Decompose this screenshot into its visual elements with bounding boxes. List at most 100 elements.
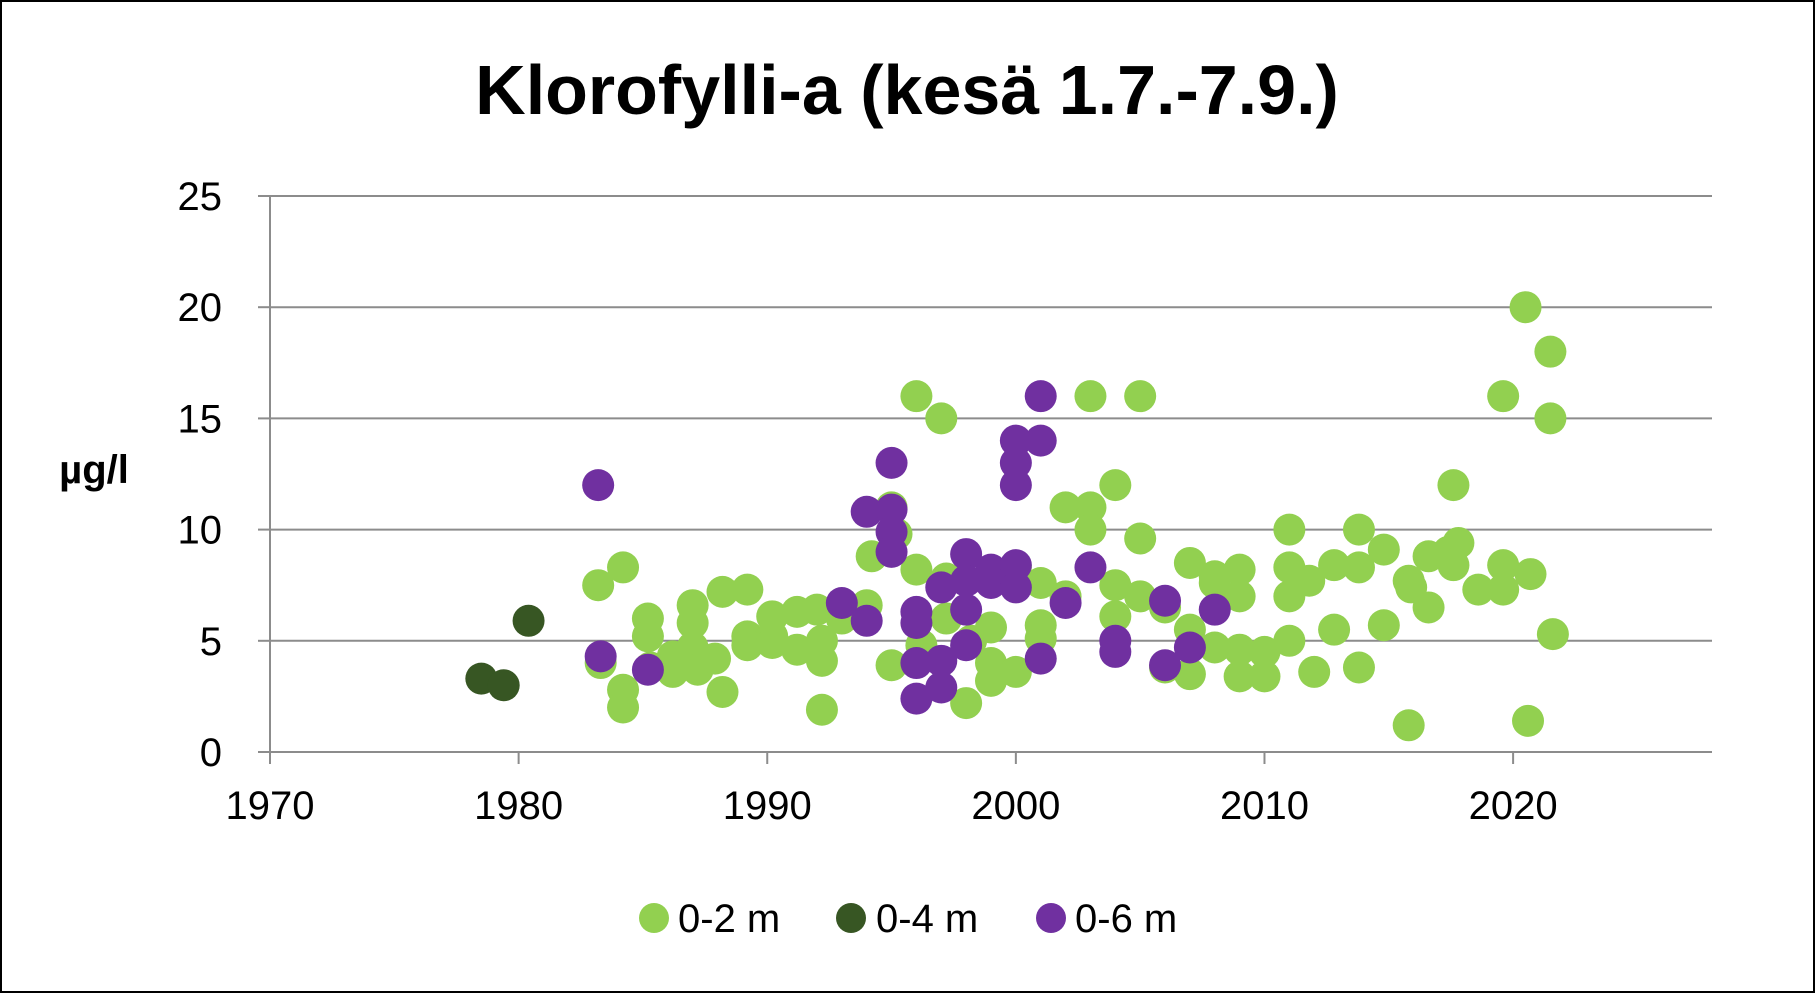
point-0-2-m: [805, 693, 838, 726]
point-0-2-m: [1099, 469, 1132, 502]
point-0-6-m: [925, 644, 958, 677]
point-0-2-m: [1099, 600, 1132, 633]
point-0-2-m: [1173, 546, 1206, 579]
point-0-6-m: [1024, 380, 1057, 413]
y-tick-labels: 0 5 10 15 20 25: [178, 175, 223, 775]
point-0-2-m: [631, 620, 664, 653]
point-0-2-m: [706, 675, 739, 708]
point-0-2-m: [756, 627, 789, 660]
point-0-2-m: [1412, 591, 1445, 624]
point-0-6-m: [999, 549, 1032, 582]
y-axis-label: µg/l: [59, 448, 129, 492]
point-0-6-m: [631, 653, 664, 686]
y-tick-label: 20: [178, 286, 223, 330]
point-0-2-m: [1462, 573, 1495, 606]
point-0-2-m: [1487, 549, 1520, 582]
point-0-6-m: [582, 469, 615, 502]
y-tick-label: 0: [200, 731, 222, 775]
x-tick-label: 2010: [1220, 784, 1309, 828]
point-0-2-m: [1273, 513, 1306, 546]
point-0-2-m: [1536, 618, 1569, 651]
point-0-2-m: [1298, 655, 1331, 688]
point-0-2-m: [1099, 569, 1132, 602]
point-0-2-m: [781, 633, 814, 666]
point-0-2-m: [1318, 613, 1351, 646]
legend-label-0-4-m: 0-4 m: [876, 897, 978, 941]
x-tick-label: 2000: [971, 784, 1060, 828]
point-0-2-m: [1124, 522, 1157, 555]
x-tick-labels: 1970 1980 1990 2000 2010 2020: [226, 784, 1558, 828]
point-0-6-m: [999, 469, 1032, 502]
point-0-6-m: [584, 640, 617, 673]
data-points: [465, 291, 1569, 742]
point-0-2-m: [925, 402, 958, 435]
point-0-2-m: [706, 575, 739, 608]
point-0-2-m: [731, 573, 764, 606]
point-0-2-m: [1223, 580, 1256, 613]
point-0-2-m: [1534, 335, 1567, 368]
point-0-2-m: [1509, 291, 1542, 324]
legend: 0-2 m 0-4 m 0-6 m: [639, 897, 1177, 941]
point-0-2-m: [1198, 566, 1231, 599]
point-0-2-m: [1173, 658, 1206, 691]
point-0-2-m: [1223, 633, 1256, 666]
point-0-6-m: [1149, 584, 1182, 617]
point-0-2-m: [1367, 609, 1400, 642]
point-0-2-m: [1273, 624, 1306, 657]
point-0-2-m: [800, 593, 833, 626]
legend-label-0-6-m: 0-6 m: [1075, 897, 1177, 941]
point-0-2-m: [582, 569, 615, 602]
point-0-6-m: [999, 424, 1032, 457]
point-0-2-m: [805, 644, 838, 677]
point-0-6-m: [1099, 635, 1132, 668]
point-0-4-m: [512, 604, 545, 637]
legend-marker-0-6-m: [1036, 903, 1066, 933]
point-0-2-m: [607, 691, 640, 724]
point-0-6-m: [950, 629, 983, 662]
point-0-2-m: [1437, 469, 1470, 502]
y-tick-label: 10: [178, 509, 223, 553]
point-0-2-m: [1487, 573, 1520, 606]
point-0-6-m: [950, 593, 983, 626]
point-0-6-m: [950, 538, 983, 571]
y-tick-label: 25: [178, 175, 223, 219]
point-0-2-m: [1293, 564, 1326, 597]
point-0-2-m: [1198, 631, 1231, 664]
chart-title: Klorofylli-a (kesä 1.7.-7.9.): [475, 51, 1339, 129]
point-0-6-m: [999, 571, 1032, 604]
point-0-2-m: [1318, 549, 1351, 582]
point-0-6-m: [900, 682, 933, 715]
point-0-2-m: [1248, 635, 1281, 668]
point-0-2-m: [1342, 651, 1375, 684]
point-0-6-m: [925, 571, 958, 604]
point-0-6-m: [850, 495, 883, 528]
y-tick-label: 5: [200, 620, 222, 664]
point-0-6-m: [1024, 642, 1057, 675]
point-0-2-m: [900, 380, 933, 413]
point-0-2-m: [656, 655, 689, 688]
point-0-6-m: [900, 647, 933, 680]
point-0-2-m: [1342, 513, 1375, 546]
point-0-2-m: [1487, 380, 1520, 413]
legend-marker-0-2-m: [639, 903, 669, 933]
point-0-2-m: [1514, 558, 1547, 591]
point-0-2-m: [1367, 533, 1400, 566]
x-tick-label: 1980: [474, 784, 563, 828]
point-0-2-m: [999, 655, 1032, 688]
y-tick-label: 15: [178, 397, 223, 441]
point-0-6-m: [875, 446, 908, 479]
point-0-2-m: [950, 687, 983, 720]
point-0-2-m: [1512, 704, 1545, 737]
point-0-2-m: [875, 649, 908, 682]
x-tick-label: 1990: [723, 784, 812, 828]
point-0-6-m: [1198, 593, 1231, 626]
point-0-6-m: [1049, 586, 1082, 619]
axes: [258, 195, 1712, 764]
point-0-2-m: [975, 611, 1007, 644]
point-0-2-m: [1223, 553, 1256, 586]
point-0-2-m: [975, 664, 1007, 697]
point-0-4-m: [487, 669, 520, 702]
point-0-2-m: [900, 553, 933, 586]
point-0-2-m: [1342, 551, 1375, 584]
